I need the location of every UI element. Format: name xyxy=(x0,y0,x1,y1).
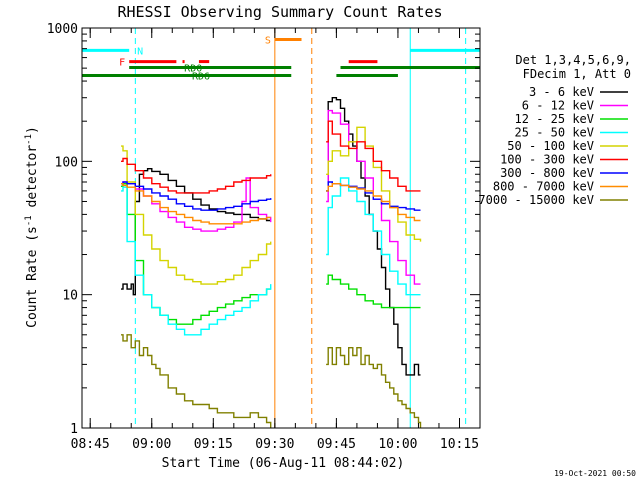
legend-entry-label: 25 - 50 keV xyxy=(515,126,594,140)
y-label-part-2: detector xyxy=(25,145,40,216)
chart-title: RHESSI Observing Summary Count Rates xyxy=(117,3,442,21)
legend-entry-label: 800 - 7000 keV xyxy=(493,180,594,194)
series-3-segment-2 xyxy=(326,274,421,309)
y-tick-label: 1000 xyxy=(47,22,78,37)
x-tick-label: 09:00 xyxy=(132,437,171,452)
legend-header-line-2: FDecim 1, Att 0 xyxy=(523,67,631,81)
flag-label-f: F xyxy=(119,58,125,69)
x-axis: 08:45 09:00 09:15 09:30 09:45 10:00 10:15 xyxy=(71,28,481,452)
y-label-part-3: ) xyxy=(25,126,40,134)
footer-date: 19-Oct-2021 00:50 xyxy=(554,469,636,478)
series-6-segment-1 xyxy=(121,157,272,194)
series-5-segment-2 xyxy=(326,126,422,242)
series-2-segment-2 xyxy=(326,109,421,285)
series-4-segment-2 xyxy=(326,177,421,296)
legend-entry-label: 7000 - 15000 keV xyxy=(478,193,594,207)
legend-entry-label: 100 - 300 keV xyxy=(500,153,594,167)
plot-frame xyxy=(81,27,481,429)
series-7-segment-1 xyxy=(121,181,272,211)
series-4-segment-1 xyxy=(121,186,272,336)
y-label-sup-2: -1 xyxy=(24,134,34,145)
series-group xyxy=(121,97,422,428)
series-1-segment-1 xyxy=(121,168,271,296)
flag-label-n: N xyxy=(137,46,143,57)
series-9-segment-2 xyxy=(326,347,422,428)
y-axis: 1 10 100 1000 xyxy=(47,22,480,437)
series-2-segment-1 xyxy=(121,177,272,232)
series-8-segment-1 xyxy=(121,183,271,225)
x-axis-label: Start Time (06-Aug-11 08:44:02) xyxy=(162,456,405,471)
x-tick-label: 09:45 xyxy=(317,437,356,452)
series-8-segment-2 xyxy=(326,183,421,222)
x-tick-label: 10:00 xyxy=(378,437,417,452)
legend-entry-label: 12 - 25 keV xyxy=(515,112,594,126)
flag-label-rd6: RD6 xyxy=(192,72,210,83)
x-tick-label: 10:15 xyxy=(440,437,479,452)
x-tick-label: 09:30 xyxy=(255,437,294,452)
y-axis-label: Count Rate (s-1 detector-1) xyxy=(24,126,40,328)
flag-label-rd0: RD0 xyxy=(184,64,202,75)
series-3-segment-1 xyxy=(121,183,271,325)
series-5-segment-1 xyxy=(121,145,272,285)
x-tick-label: 08:45 xyxy=(71,437,110,452)
y-tick-label: 1 xyxy=(70,422,78,437)
series-6-segment-2 xyxy=(326,120,421,192)
legend: Det 1,3,4,5,6,9, FDecim 1, Att 0 3 - 6 k… xyxy=(478,53,631,207)
legend-entry-label: 3 - 6 keV xyxy=(529,85,594,99)
series-9-segment-1 xyxy=(121,334,272,428)
flag-label-s: S xyxy=(265,35,271,46)
legend-entry-label: 50 - 100 keV xyxy=(507,139,594,153)
x-tick-label: 09:15 xyxy=(194,437,233,452)
legend-entry-label: 6 - 12 keV xyxy=(522,99,594,113)
legend-header-line-1: Det 1,3,4,5,6,9, xyxy=(515,53,631,67)
y-tick-label: 10 xyxy=(62,289,78,304)
y-label-part-1: Count Rate (s xyxy=(25,226,40,328)
y-label-sup-1: -1 xyxy=(24,215,34,226)
legend-entry-label: 300 - 800 keV xyxy=(500,166,594,180)
y-tick-label: 100 xyxy=(55,155,78,170)
